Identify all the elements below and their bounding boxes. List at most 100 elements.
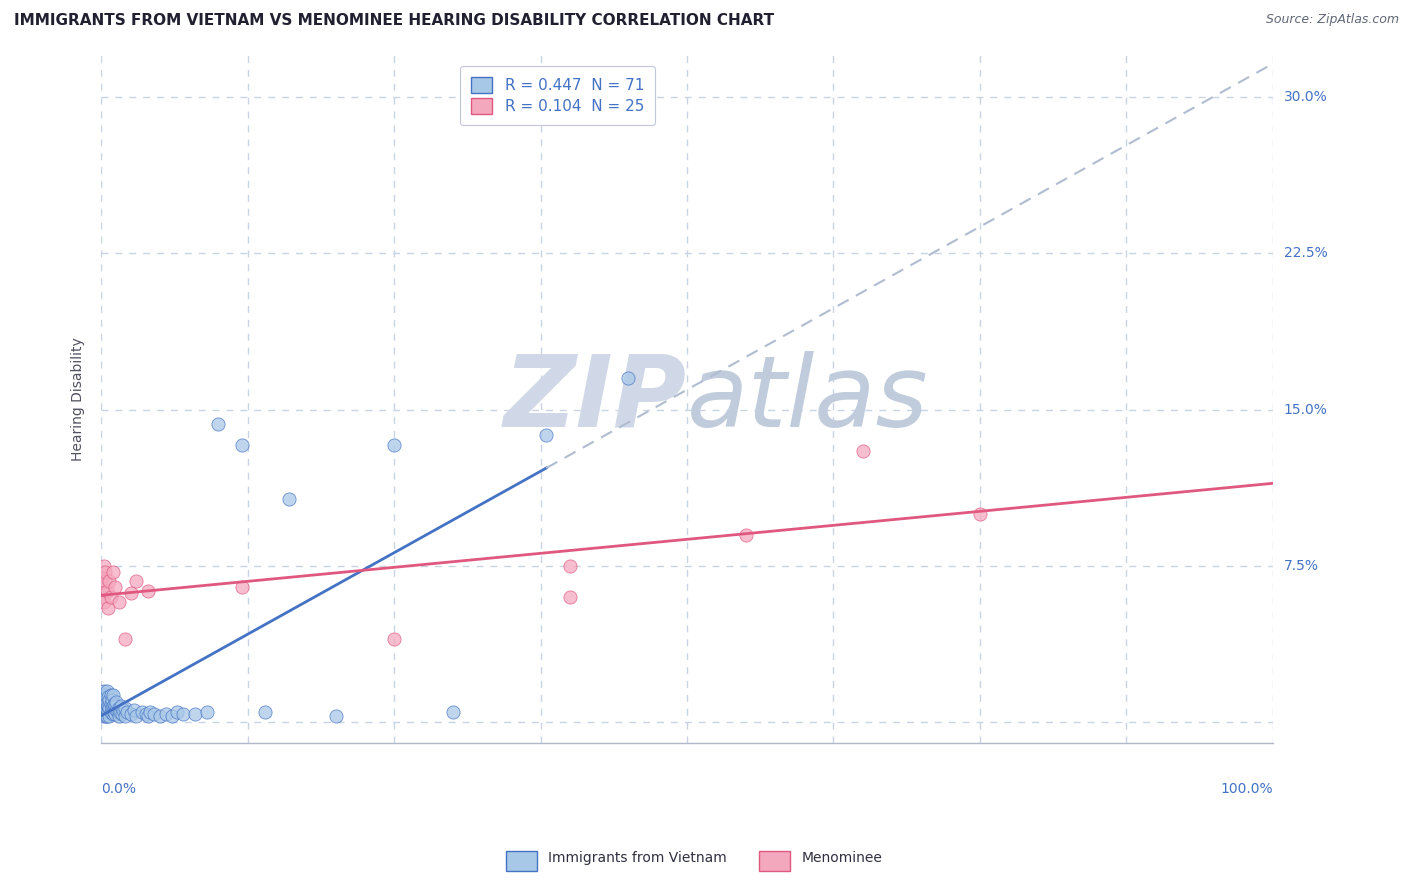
Point: [231, 580, 253, 594]
Point: [107, 594, 129, 608]
Point: [98, 709, 121, 723]
Point: [94, 690, 117, 705]
Point: [97, 698, 120, 713]
Point: [149, 709, 172, 723]
Point: [112, 703, 135, 717]
Point: [617, 371, 640, 385]
Point: [96, 684, 118, 698]
Point: [101, 698, 124, 713]
Point: [91, 580, 114, 594]
Point: [93, 701, 115, 715]
Point: [94, 709, 117, 723]
Point: [120, 586, 142, 600]
Point: [100, 692, 122, 706]
Point: [93, 559, 115, 574]
Text: Immigrants from Vietnam: Immigrants from Vietnam: [548, 851, 727, 865]
Point: [93, 695, 115, 709]
Point: [325, 709, 347, 723]
Point: [100, 705, 122, 719]
Point: [969, 507, 991, 521]
Point: [155, 707, 177, 722]
Point: [91, 569, 114, 583]
Point: [98, 701, 121, 715]
Point: [97, 705, 120, 719]
Text: 30.0%: 30.0%: [1284, 90, 1327, 103]
Legend: R = 0.447  N = 71, R = 0.104  N = 25: R = 0.447 N = 71, R = 0.104 N = 25: [460, 66, 655, 125]
Point: [90, 591, 112, 605]
Point: [135, 707, 157, 722]
Point: [111, 707, 134, 722]
Point: [93, 709, 115, 723]
Text: 0.0%: 0.0%: [101, 782, 136, 797]
Point: [105, 703, 128, 717]
Point: [207, 417, 229, 432]
Point: [131, 705, 153, 719]
Point: [125, 574, 148, 588]
Point: [104, 707, 127, 722]
Text: 22.5%: 22.5%: [1284, 246, 1327, 260]
Point: [104, 698, 127, 713]
Point: [101, 689, 124, 703]
Point: [96, 695, 118, 709]
Point: [97, 690, 120, 705]
Point: [93, 705, 115, 719]
Point: [91, 705, 114, 719]
Point: [98, 692, 121, 706]
Text: Source: ZipAtlas.com: Source: ZipAtlas.com: [1265, 13, 1399, 27]
Point: [114, 632, 136, 646]
Y-axis label: Hearing Disability: Hearing Disability: [72, 337, 86, 461]
Point: [108, 705, 131, 719]
Point: [94, 698, 117, 713]
Point: [110, 698, 132, 713]
Point: [101, 707, 124, 722]
Point: [277, 492, 299, 507]
Text: 7.5%: 7.5%: [1284, 559, 1319, 573]
Point: [125, 709, 148, 723]
Point: [93, 689, 115, 703]
Point: [231, 438, 253, 452]
Text: Menominee: Menominee: [801, 851, 883, 865]
Point: [122, 703, 145, 717]
Point: [107, 709, 129, 723]
Point: [734, 528, 756, 542]
Point: [96, 703, 118, 717]
Point: [100, 701, 122, 715]
Point: [90, 695, 112, 709]
Point: [184, 707, 207, 722]
Point: [852, 444, 875, 458]
Point: [107, 701, 129, 715]
Point: [104, 580, 127, 594]
Point: [93, 574, 115, 588]
Point: [107, 705, 129, 719]
Text: 15.0%: 15.0%: [1284, 402, 1327, 417]
Point: [100, 697, 122, 711]
Point: [536, 427, 558, 442]
Point: [114, 709, 136, 723]
Point: [100, 689, 122, 703]
Point: [93, 566, 115, 580]
Point: [558, 559, 581, 574]
Point: [115, 705, 138, 719]
Point: [195, 705, 218, 719]
Point: [160, 709, 183, 723]
Point: [114, 701, 136, 715]
Point: [96, 584, 118, 599]
Point: [103, 697, 125, 711]
Point: [100, 591, 122, 605]
Point: [93, 594, 115, 608]
Point: [101, 566, 124, 580]
Point: [558, 591, 581, 605]
Point: [142, 707, 165, 722]
Point: [98, 574, 121, 588]
Point: [441, 705, 464, 719]
Point: [91, 690, 114, 705]
Point: [96, 709, 118, 723]
Point: [105, 695, 128, 709]
Point: [382, 438, 405, 452]
Point: [172, 707, 194, 722]
Point: [166, 705, 188, 719]
Point: [93, 684, 115, 698]
Point: [254, 705, 277, 719]
Point: [93, 698, 115, 713]
Text: atlas: atlas: [688, 351, 928, 448]
